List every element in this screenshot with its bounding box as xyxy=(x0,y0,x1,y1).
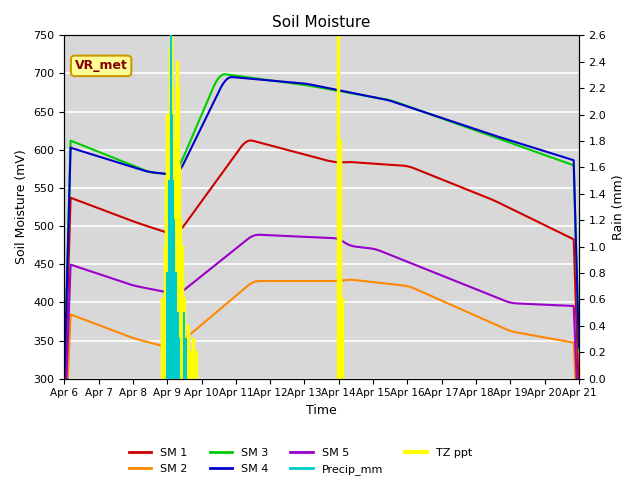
SM 1 xyxy=(340,159,348,165)
SM 2 xyxy=(483,318,491,324)
Line: SM 5: SM 5 xyxy=(65,235,579,436)
SM 4 xyxy=(340,88,348,94)
Line: SM 2: SM 2 xyxy=(65,280,579,460)
SM 1 xyxy=(306,153,314,159)
Line: SM 3: SM 3 xyxy=(65,74,579,373)
SM 1 xyxy=(368,161,376,167)
SM 4 xyxy=(368,94,376,100)
SM 3 xyxy=(221,72,229,77)
SM 5 xyxy=(483,291,491,297)
SM 3 xyxy=(564,160,572,166)
SM 5 xyxy=(61,433,68,439)
SM 3 xyxy=(306,83,314,89)
SM 5 xyxy=(564,303,572,309)
SM 1 xyxy=(564,233,572,239)
SM 3 xyxy=(340,89,348,95)
SM 1 xyxy=(309,154,317,160)
SM 5 xyxy=(309,234,317,240)
Y-axis label: Soil Moisture (mV): Soil Moisture (mV) xyxy=(15,150,28,264)
SM 5 xyxy=(306,234,314,240)
SM 4 xyxy=(309,82,317,88)
SM 2 xyxy=(61,457,68,463)
SM 4 xyxy=(575,344,582,350)
SM 2 xyxy=(305,278,312,284)
SM 4 xyxy=(306,82,314,87)
Text: VR_met: VR_met xyxy=(75,60,127,72)
SM 3 xyxy=(483,132,491,137)
SM 2 xyxy=(339,277,347,283)
SM 3 xyxy=(368,94,376,100)
SM 2 xyxy=(368,279,376,285)
SM 4 xyxy=(483,130,491,136)
SM 4 xyxy=(61,374,68,380)
Title: Soil Moisture: Soil Moisture xyxy=(273,15,371,30)
SM 1 xyxy=(61,399,68,405)
SM 3 xyxy=(309,84,317,89)
SM 5 xyxy=(575,429,582,434)
Line: SM 1: SM 1 xyxy=(65,141,579,402)
SM 4 xyxy=(564,156,572,161)
SM 5 xyxy=(255,232,263,238)
SM 2 xyxy=(575,450,582,456)
SM 2 xyxy=(346,277,354,283)
Line: SM 4: SM 4 xyxy=(65,77,579,377)
Legend: SM 1, SM 2, SM 3, SM 4, SM 5, Precip_mm, TZ ppt: SM 1, SM 2, SM 3, SM 4, SM 5, Precip_mm,… xyxy=(125,444,477,479)
Y-axis label: Rain (mm): Rain (mm) xyxy=(612,174,625,240)
SM 5 xyxy=(340,239,348,245)
SM 5 xyxy=(368,246,376,252)
SM 2 xyxy=(564,338,572,344)
SM 1 xyxy=(575,391,582,396)
SM 1 xyxy=(247,138,255,144)
SM 3 xyxy=(61,371,68,376)
SM 4 xyxy=(228,74,236,80)
SM 1 xyxy=(483,195,491,201)
SM 3 xyxy=(575,348,582,353)
SM 2 xyxy=(308,278,316,284)
X-axis label: Time: Time xyxy=(307,404,337,417)
